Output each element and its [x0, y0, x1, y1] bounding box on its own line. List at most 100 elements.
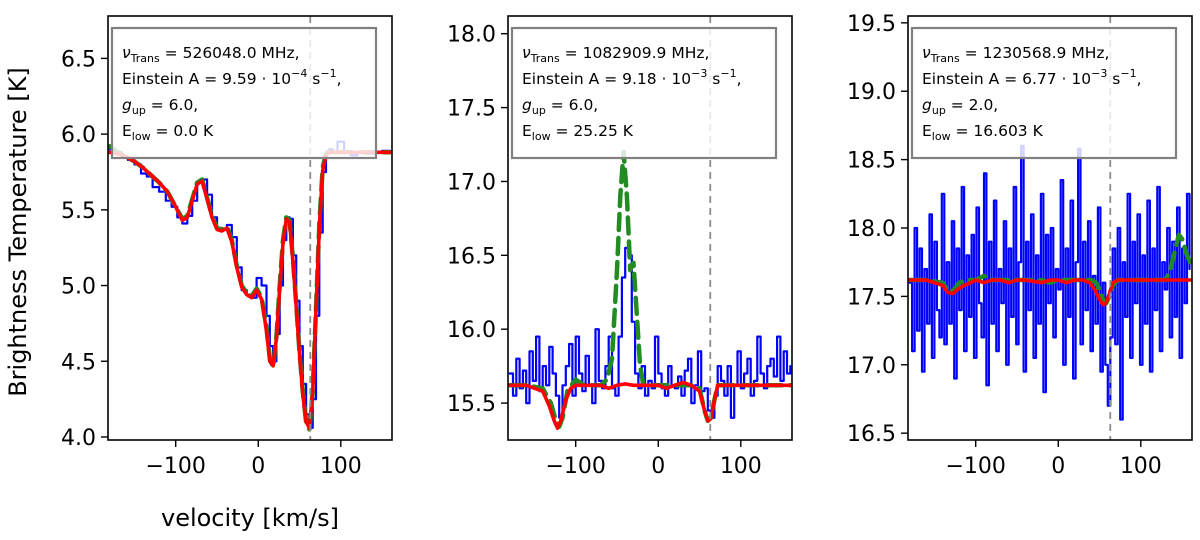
- y-tick-label: 16.5: [847, 422, 896, 447]
- annotation-text: g: [922, 96, 932, 114]
- annotation-text: = 2.0,: [946, 96, 998, 114]
- y-tick-label: 18.0: [447, 23, 496, 48]
- annotation-text: E: [522, 122, 532, 140]
- model-fit-dashed-line: [108, 143, 392, 432]
- panel-1: νTrans = 526048.0 MHz,Einstein A = 9.59 …: [4, 15, 393, 532]
- annotation-line-4: Elow = 0.0 K: [122, 122, 214, 143]
- annotation-superscript: −3: [691, 67, 707, 80]
- annotation-subscript: up: [932, 104, 946, 117]
- annotation-text: ,: [737, 70, 742, 88]
- annotation-text: Einstein A = 9.18 · 10: [522, 70, 691, 88]
- axes-frame: [507, 15, 793, 441]
- annotation-line-1: νTrans = 1230568.9 MHz,: [922, 44, 1109, 65]
- y-axis-label: Brightness Temperature [K]: [4, 67, 32, 397]
- y-tick-label: 17.5: [447, 97, 496, 122]
- annotation-subscript: low: [132, 130, 151, 143]
- panel-3: νTrans = 1230568.9 MHz,Einstein A = 6.77…: [847, 12, 1193, 479]
- annotation-superscript: −3: [1091, 67, 1107, 80]
- annotation-text: s: [1107, 70, 1120, 88]
- annotation-text: Einstein A = 6.77 · 10: [922, 70, 1091, 88]
- annotation-superscript: −1: [720, 67, 736, 80]
- annotation-text: = 1230568.9 MHz,: [960, 44, 1110, 62]
- axes-frame: [107, 15, 393, 441]
- annotation-line-2: Einstein A = 9.59 · 10−4 s−1,: [122, 67, 342, 88]
- y-tick-label: 15.5: [447, 392, 496, 417]
- x-tick-label: 0: [1051, 454, 1065, 479]
- y-tick-label: 4.0: [61, 426, 96, 451]
- model-fit-line: [108, 150, 392, 430]
- annotation-text: = 526048.0 MHz,: [160, 44, 300, 62]
- annotation-text: = 6.0,: [546, 96, 598, 114]
- annotation-box: [110, 26, 378, 160]
- y-tick-label: 5.5: [61, 199, 96, 224]
- panel-2: νTrans = 1082909.9 MHz,Einstein A = 9.18…: [447, 15, 793, 479]
- annotation-line-1: νTrans = 526048.0 MHz,: [122, 44, 300, 65]
- observed-spectrum-line: [108, 140, 392, 429]
- annotation-subscript: up: [132, 104, 146, 117]
- x-tick-label: −100: [145, 454, 205, 479]
- annotation-text: Einstein A = 9.59 · 10: [122, 70, 291, 88]
- annotation-text: = 6.0,: [146, 96, 198, 114]
- annotation-line-1: νTrans = 1082909.9 MHz,: [522, 44, 709, 65]
- model-fit-line: [508, 380, 792, 430]
- annotation-text: E: [122, 122, 132, 140]
- plot-area: [508, 16, 792, 440]
- x-tick-label: 0: [651, 454, 665, 479]
- y-tick-label: 4.5: [61, 350, 96, 375]
- annotation-text: ν: [122, 44, 131, 62]
- model-fit-line: [908, 278, 1192, 307]
- annotation-superscript: −1: [320, 67, 336, 80]
- y-tick-label: 17.0: [847, 354, 896, 379]
- annotation-text: s: [307, 70, 320, 88]
- annotation-box: [910, 26, 1178, 160]
- annotation-text: = 0.0 K: [151, 122, 214, 140]
- y-tick-label: 6.5: [61, 47, 96, 72]
- annotation-line-2: Einstein A = 9.18 · 10−3 s−1,: [522, 67, 742, 88]
- annotation-line-2: Einstein A = 6.77 · 10−3 s−1,: [922, 67, 1142, 88]
- annotation-text: s: [707, 70, 720, 88]
- x-tick-label: 100: [720, 454, 762, 479]
- x-tick-label: −100: [945, 454, 1005, 479]
- y-tick-label: 16.5: [447, 244, 496, 269]
- y-tick-label: 17.0: [447, 170, 496, 195]
- observed-spectrum-line: [508, 246, 792, 419]
- y-tick-label: 19.0: [847, 80, 896, 105]
- annotation-subscript: low: [932, 130, 951, 143]
- annotation-subscript: Trans: [530, 52, 560, 65]
- annotation-text: ,: [1137, 70, 1142, 88]
- x-tick-label: −100: [545, 454, 605, 479]
- y-tick-label: 17.5: [847, 285, 896, 310]
- annotation-box: [510, 26, 778, 160]
- plot-area: [908, 16, 1192, 440]
- y-tick-label: 19.5: [847, 12, 896, 37]
- annotation-line-3: gup = 2.0,: [922, 96, 998, 117]
- annotation-text: g: [522, 96, 532, 114]
- annotation-line-4: Elow = 25.25 K: [522, 122, 634, 143]
- x-tick-label: 100: [320, 454, 362, 479]
- annotation-line-4: Elow = 16.603 K: [922, 122, 1044, 143]
- annotation-line-3: gup = 6.0,: [122, 96, 198, 117]
- annotation-text: ,: [337, 70, 342, 88]
- annotation-subscript: Trans: [130, 52, 160, 65]
- y-tick-label: 16.0: [447, 318, 496, 343]
- y-tick-label: 18.0: [847, 217, 896, 242]
- annotation-text: E: [922, 122, 932, 140]
- x-tick-label: 100: [1120, 454, 1162, 479]
- annotation-text: g: [122, 96, 132, 114]
- y-tick-label: 6.0: [61, 123, 96, 148]
- y-tick-label: 18.5: [847, 149, 896, 174]
- annotation-subscript: low: [532, 130, 551, 143]
- annotation-subscript: Trans: [930, 52, 960, 65]
- annotation-text: ν: [522, 44, 531, 62]
- x-tick-label: 0: [251, 454, 265, 479]
- annotation-text: = 16.603 K: [951, 122, 1044, 140]
- x-axis-label: velocity [km/s]: [161, 504, 339, 532]
- annotation-text: = 25.25 K: [551, 122, 634, 140]
- annotation-superscript: −4: [291, 67, 307, 80]
- annotation-text: = 1082909.9 MHz,: [560, 44, 710, 62]
- annotation-text: ν: [922, 44, 931, 62]
- annotation-line-3: gup = 6.0,: [522, 96, 598, 117]
- y-tick-label: 5.0: [61, 275, 96, 300]
